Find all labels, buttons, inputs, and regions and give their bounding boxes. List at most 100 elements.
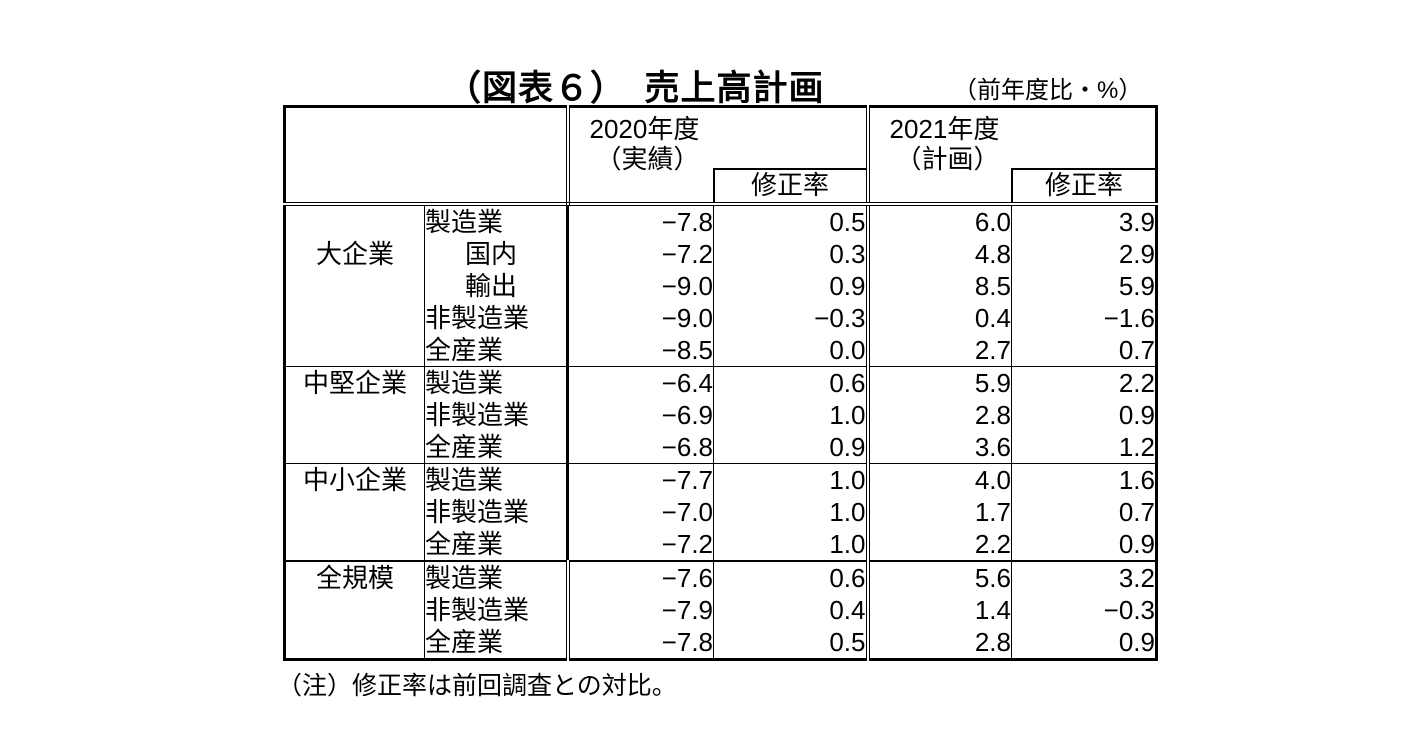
industry-label: 製造業: [424, 463, 569, 496]
value-fy2021-revision: 0.7: [1011, 496, 1157, 528]
value-fy2020-revision: 0.9: [713, 431, 868, 464]
industry-label: 全産業: [424, 334, 569, 367]
value-fy2020-revision: 0.5: [713, 626, 868, 660]
industry-label: 製造業: [424, 366, 569, 399]
value-fy2020-revision: 0.3: [713, 238, 868, 270]
table-row: 中堅企業 製造業 −6.4 0.6 5.9 2.2: [284, 366, 1157, 464]
table-row: 全産業 −7.8 0.5 2.8 0.9: [285, 626, 1157, 660]
header-fy2021-year: 2021年度: [889, 114, 1000, 144]
industry-label: 国内: [424, 238, 569, 270]
value-fy2021: 2.2: [865, 528, 1012, 561]
industry-label: 輸出: [424, 270, 569, 302]
header-fy2020-year: 2020年度: [589, 114, 700, 144]
group-label-small-enterprises: 中小企業: [284, 463, 425, 561]
industry-label: 製造業: [424, 560, 570, 594]
value-fy2021: 2.7: [865, 334, 1012, 367]
value-fy2021: 5.6: [865, 560, 1012, 594]
table-row: 中小企業 製造業 −7.7 1.0 4.0 1.6: [284, 463, 1157, 561]
value-fy2020: −6.4: [567, 366, 714, 399]
table-header-row: 2020年度 （実績） 修正率 2021年度 （計画） 修正率: [284, 106, 1157, 206]
value-fy2021-revision: 0.9: [1011, 528, 1157, 561]
group-label-large-enterprises: 大企業: [284, 204, 425, 367]
value-fy2021-revision: 2.2: [1011, 366, 1157, 399]
value-fy2021: 4.0: [865, 463, 1012, 496]
value-fy2021-revision: −0.3: [1011, 594, 1157, 626]
value-fy2020-revision: 0.6: [713, 366, 868, 399]
value-fy2020-revision: 0.4: [713, 594, 868, 626]
value-fy2021-revision: 0.9: [1011, 399, 1157, 431]
industry-label: 全産業: [424, 626, 570, 660]
value-fy2021-revision: 1.2: [1011, 431, 1157, 464]
value-fy2020: −9.0: [661, 303, 713, 333]
table-corner-cell: [284, 106, 570, 206]
value-fy2020: −9.0: [661, 271, 713, 301]
value-fy2021: 4.8: [865, 238, 1012, 270]
table-row: 非製造業 −6.9 1.0 2.8 0.9: [285, 399, 1157, 431]
value-fy2021: 2.8: [865, 626, 1012, 660]
table-row: 全規模 製造業 −7.6 0.6 5.6 3.2: [284, 560, 1157, 660]
footnote: （注）修正率は前回調査との対比。: [277, 672, 677, 700]
value-fy2021-revision: −1.6: [1011, 302, 1157, 334]
industry-label: 非製造業: [424, 399, 569, 431]
header-fy2020-label: 2020年度 （実績）: [590, 114, 700, 174]
industry-label: 全産業: [424, 528, 569, 561]
value-fy2020-revision: 1.0: [713, 463, 868, 496]
table-row: 非製造業 −9.0 −0.3 0.4 −1.6: [285, 302, 1157, 334]
table-row: 全産業 −8.5 0.0 2.7 0.7: [285, 334, 1157, 367]
value-fy2020: −6.8: [661, 432, 713, 462]
group-label-medium-enterprises: 中堅企業: [284, 366, 425, 464]
value-fy2021: 5.9: [865, 366, 1012, 399]
value-fy2020: −7.2: [661, 239, 713, 269]
value-fy2020-revision: 1.0: [713, 399, 868, 431]
value-fy2020-revision: 0.6: [713, 560, 868, 594]
header-fy2021: 2021年度 （計画） 修正率: [865, 106, 1157, 206]
value-fy2020-revision: 1.0: [713, 528, 868, 561]
table-row: 輸出 −9.0 0.9 8.5 5.9: [285, 270, 1157, 302]
value-fy2021-revision: 3.2: [1011, 560, 1157, 594]
value-fy2020: −7.2: [661, 529, 713, 559]
table-row: 全産業 −7.2 1.0 2.2 0.9: [285, 528, 1157, 561]
value-fy2021: 3.6: [865, 431, 1012, 464]
table-row: 国内 −7.2 0.3 4.8 2.9: [285, 238, 1157, 270]
industry-label: 全産業: [424, 431, 569, 464]
header-fy2021-sublabel: （計画）: [895, 144, 1000, 174]
value-fy2021-revision: 0.7: [1011, 334, 1157, 367]
value-fy2021-revision: 5.9: [1011, 270, 1157, 302]
value-fy2020-revision: 0.0: [713, 334, 868, 367]
table-row: 非製造業 −7.0 1.0 1.7 0.7: [285, 496, 1157, 528]
value-fy2020-revision: 0.9: [713, 270, 868, 302]
value-fy2021-revision: 1.6: [1011, 463, 1157, 496]
value-fy2020: −7.7: [567, 463, 714, 496]
value-fy2021: 0.4: [865, 302, 1012, 334]
value-fy2021: 2.8: [865, 399, 1012, 431]
unit-note: （前年度比・%）: [953, 77, 1143, 104]
value-fy2020: −7.9: [661, 595, 713, 625]
table-row: 非製造業 −7.9 0.4 1.4 −0.3: [285, 594, 1157, 626]
value-fy2021: 6.0: [865, 204, 1012, 238]
industry-label: 非製造業: [424, 496, 569, 528]
value-fy2020: −8.5: [661, 335, 713, 365]
value-fy2021: 1.4: [865, 594, 1012, 626]
value-fy2020: −7.8: [661, 207, 713, 237]
industry-label: 非製造業: [424, 594, 570, 626]
value-fy2021: 1.7: [865, 496, 1012, 528]
value-fy2021: 8.5: [865, 270, 1012, 302]
industry-label: 非製造業: [424, 302, 569, 334]
industry-label: 製造業: [424, 204, 569, 238]
group-label-all-sizes: 全規模: [284, 560, 425, 660]
value-fy2020-revision: 1.0: [713, 496, 868, 528]
value-fy2020: −7.8: [661, 627, 713, 657]
value-fy2020-revision: −0.3: [713, 302, 868, 334]
header-fy2020: 2020年度 （実績） 修正率: [567, 106, 868, 206]
header-fy2021-revision-label: 修正率: [1011, 168, 1155, 201]
value-fy2020-revision: 0.5: [713, 204, 868, 238]
header-fy2020-revision-label: 修正率: [712, 168, 866, 201]
header-fy2021-label: 2021年度 （計画）: [890, 114, 1000, 174]
table-row: 大企業 製造業 −7.8 0.5 6.0 3.9: [284, 204, 1157, 367]
value-fy2021-revision: 2.9: [1011, 238, 1157, 270]
table-row: 全産業 −6.8 0.9 3.6 1.2: [285, 431, 1157, 464]
value-fy2020: −7.6: [567, 560, 714, 594]
value-fy2020: −6.9: [661, 400, 713, 430]
header-fy2020-sublabel: （実績）: [595, 144, 700, 174]
value-fy2021-revision: 0.9: [1011, 626, 1157, 660]
